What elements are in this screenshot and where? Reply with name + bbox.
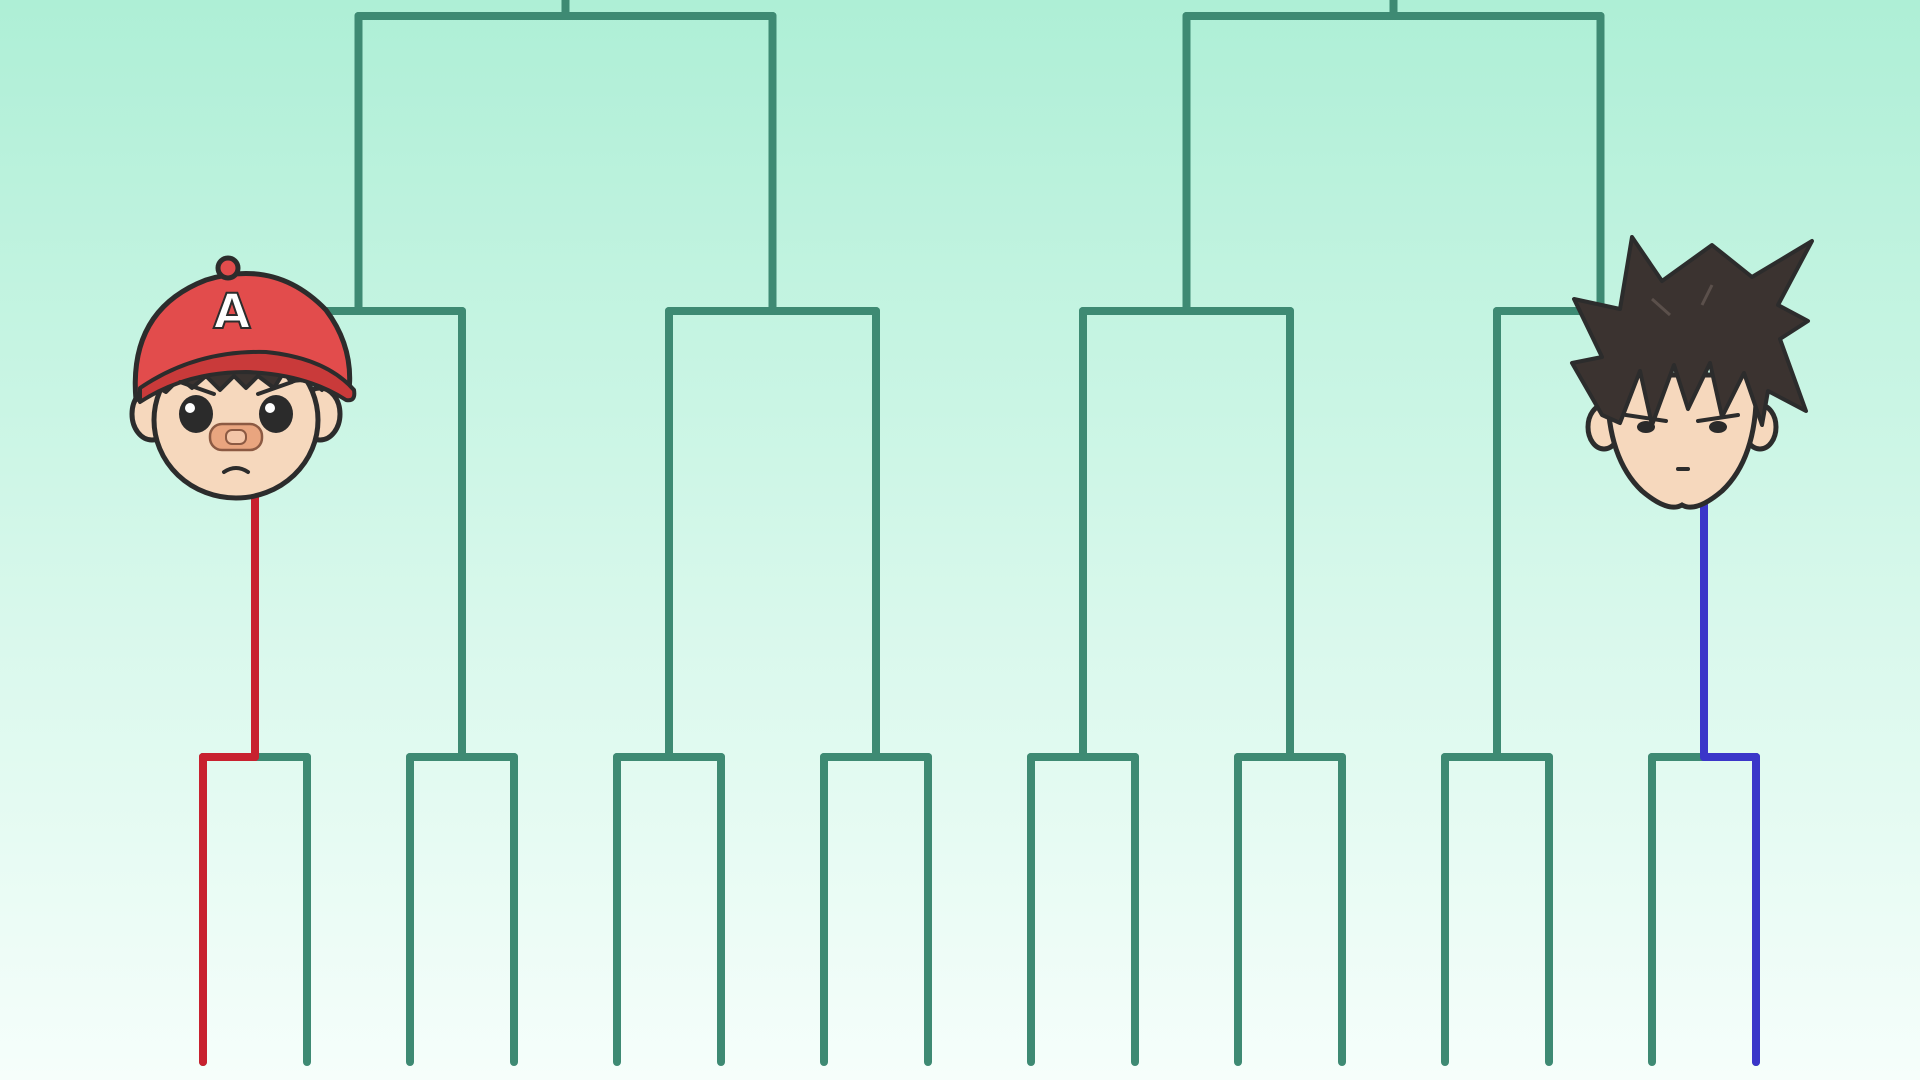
spiky-hair-kid-avatar [1570,235,1814,510]
bracket-lines [199,0,1760,1066]
player-paths [199,486,1760,1066]
cap-kid-avatar: A [129,255,357,501]
cap-letter: A [213,284,250,340]
